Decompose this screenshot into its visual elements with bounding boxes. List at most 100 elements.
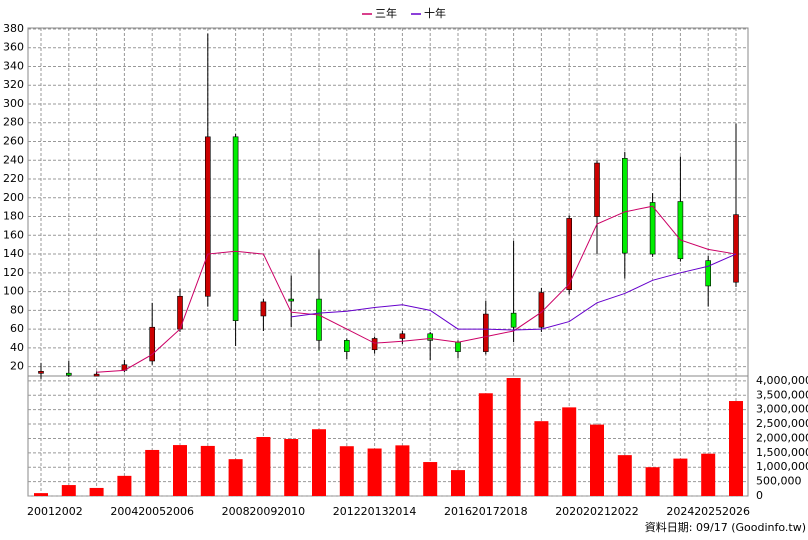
- y-tick-label: 180: [3, 210, 24, 223]
- volume-bar: [451, 470, 465, 496]
- y-tick-label: 100: [3, 285, 24, 298]
- volume-bar: [590, 424, 604, 496]
- y-tick-label: 220: [3, 172, 24, 185]
- legend-label: 十年: [424, 6, 446, 20]
- x-tick-label: 2017: [472, 505, 500, 518]
- x-tick-label: 2013: [361, 505, 389, 518]
- y2-tick-label: 3,000,000: [756, 403, 808, 416]
- volume-bar: [34, 493, 48, 496]
- legend-label: 三年: [375, 6, 397, 20]
- y-tick-label: 380: [3, 22, 24, 35]
- candle-body: [93, 373, 100, 377]
- ma-line: [96, 205, 737, 373]
- y-tick-label: 120: [3, 266, 24, 279]
- x-tick-label: 2016: [444, 505, 472, 518]
- x-tick-label: 2018: [500, 505, 528, 518]
- y-tick-label: 140: [3, 247, 24, 260]
- ma-line: [291, 253, 737, 331]
- y2-tick-label: 2,000,000: [756, 431, 808, 444]
- volume-bar: [423, 462, 438, 496]
- candle-body: [149, 326, 155, 362]
- source-note: 資料日期: 09/17 (Goodinfo.tw): [645, 520, 806, 534]
- candle-body: [455, 341, 461, 352]
- candle-body: [288, 298, 295, 302]
- y2-tick-label: 2,500,000: [756, 417, 808, 430]
- volume-bar: [617, 455, 632, 496]
- candle-body: [510, 312, 517, 328]
- y-tick-label: 80: [10, 303, 24, 316]
- x-tick-label: 2008: [222, 505, 250, 518]
- price-panel: [27, 27, 749, 377]
- candle-body: [482, 313, 489, 352]
- y2-tick-label: 4,000,000: [756, 374, 808, 387]
- y-tick-label: 40: [10, 341, 24, 354]
- y2-tick-label: 0: [756, 489, 763, 502]
- x-tick-label: 2005: [138, 505, 166, 518]
- candle-body: [38, 371, 44, 374]
- candle-body: [677, 201, 684, 260]
- candle-body: [399, 333, 406, 339]
- y-tick-label: 160: [3, 228, 24, 241]
- volume-bar: [200, 445, 215, 496]
- volume-bar: [284, 439, 299, 496]
- volume-bar: [562, 407, 577, 496]
- volume-bar: [61, 485, 76, 496]
- candle-body: [621, 158, 628, 254]
- x-tick-label: 2012: [333, 505, 361, 518]
- volume-bar: [478, 393, 493, 496]
- volume-bar: [117, 475, 132, 496]
- y-tick-label: 20: [10, 360, 24, 373]
- y2-tick-label: 1,500,000: [756, 446, 808, 459]
- volume-bar: [145, 449, 160, 496]
- volume-bar: [701, 453, 716, 496]
- volume-bar: [312, 429, 326, 496]
- volume-bar: [395, 445, 410, 496]
- candle-body: [316, 298, 322, 341]
- x-tick-label: 2014: [388, 505, 416, 518]
- x-tick-label: 2026: [722, 505, 750, 518]
- candle-body: [733, 214, 739, 283]
- x-tick-label: 2002: [55, 505, 83, 518]
- volume-bar: [729, 401, 743, 496]
- y-tick-label: 280: [3, 116, 24, 129]
- volume-bar: [534, 421, 549, 496]
- candle-body: [343, 340, 350, 352]
- candle-body: [205, 136, 211, 297]
- volume-bar: [645, 467, 660, 496]
- volume-bar: [367, 448, 382, 496]
- x-tick-label: 2009: [249, 505, 277, 518]
- y-tick-label: 260: [3, 134, 24, 147]
- y2-tick-label: 500,000: [756, 475, 802, 488]
- volume-bar: [173, 445, 187, 496]
- x-tick-label: 2025: [694, 505, 722, 518]
- volume-panel: [27, 375, 749, 497]
- volume-bar: [89, 487, 104, 496]
- x-tick-label: 2010: [277, 505, 305, 518]
- y-tick-label: 240: [3, 153, 24, 166]
- candle-body: [649, 202, 656, 255]
- y-tick-label: 320: [3, 78, 24, 91]
- y-tick-label: 360: [3, 41, 24, 54]
- candle-body: [594, 162, 600, 217]
- volume-bar: [256, 437, 271, 496]
- candle-body: [66, 372, 72, 376]
- volume-bar: [228, 459, 243, 496]
- y-tick-label: 200: [3, 191, 24, 204]
- x-tick-label: 2020: [555, 505, 583, 518]
- y2-tick-label: 3,500,000: [756, 388, 808, 401]
- x-tick-label: 2004: [110, 505, 138, 518]
- candle-body: [371, 338, 378, 351]
- y2-tick-label: 1,000,000: [756, 460, 808, 473]
- x-tick-label: 2021: [583, 505, 611, 518]
- volume-bar: [506, 378, 521, 496]
- candle-body: [705, 260, 712, 287]
- y-tick-label: 60: [10, 322, 24, 335]
- candle-body: [427, 333, 434, 341]
- y-tick-label: 300: [3, 97, 24, 110]
- candle-body: [260, 301, 267, 317]
- volume-bar: [673, 458, 688, 496]
- x-tick-label: 2024: [666, 505, 694, 518]
- candle-body: [232, 136, 239, 321]
- x-tick-label: 2001: [27, 505, 55, 518]
